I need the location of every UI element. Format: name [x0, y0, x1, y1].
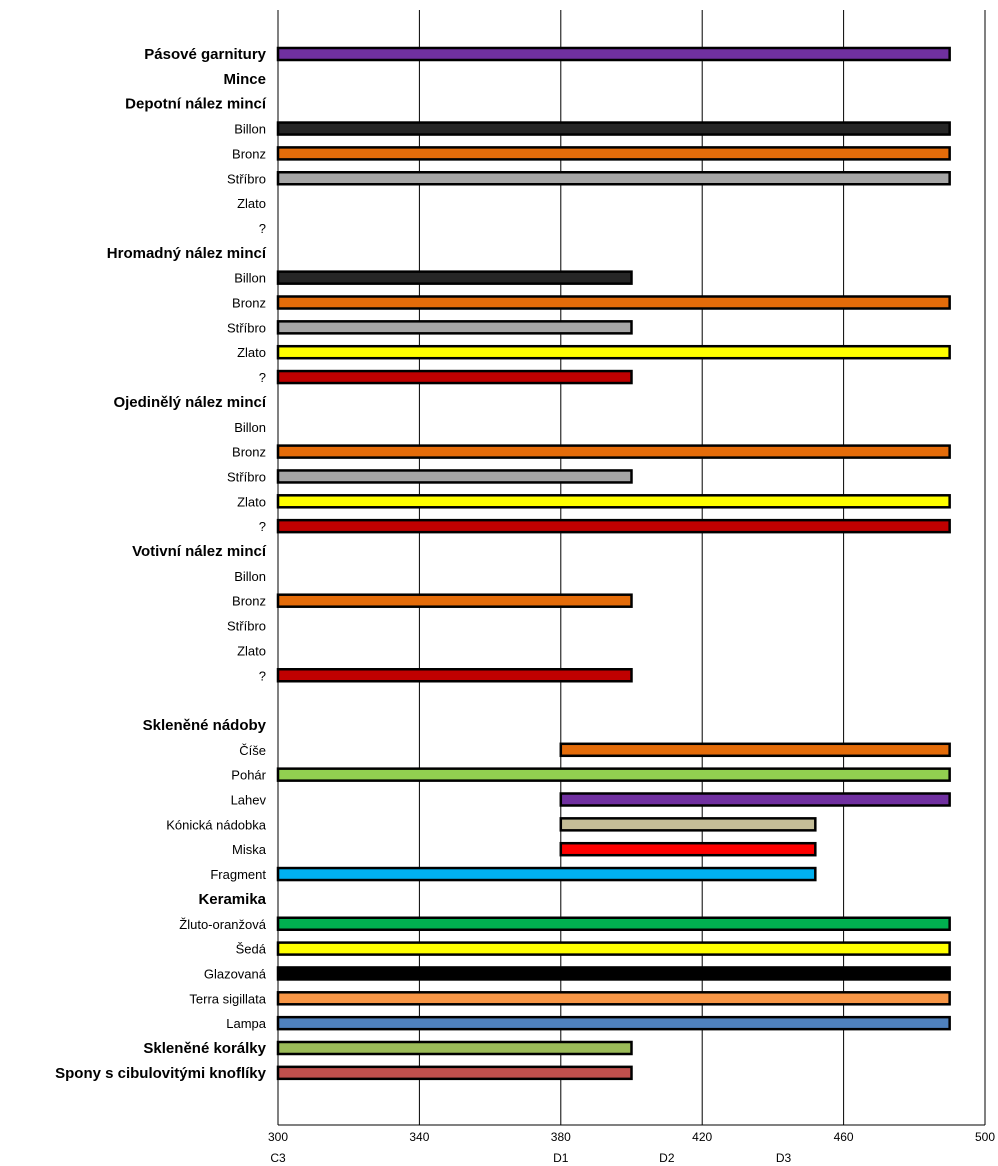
row-label: ? [259, 370, 266, 385]
row-label: Lampa [226, 1016, 267, 1031]
x-tick-label: 380 [551, 1130, 571, 1144]
row-header-label: Depotní nález mincí [125, 96, 267, 113]
phase-label: D2 [659, 1151, 675, 1165]
range-bar [559, 742, 951, 758]
phase-label: D1 [553, 1151, 569, 1165]
row-label: Žluto-oranžová [179, 917, 266, 932]
row-label: Bronz [232, 296, 266, 311]
grid-lines [277, 10, 986, 1125]
range-bar [276, 469, 633, 484]
row-label: Šedá [236, 942, 267, 957]
range-bar [276, 518, 951, 534]
row-label: Stříbro [227, 171, 266, 186]
range-bar [276, 767, 951, 782]
row-header-label: Hromadný nález mincí [107, 245, 267, 262]
row-header-label: Mince [223, 71, 266, 88]
row-header-label: Pásové garnitury [144, 46, 266, 63]
range-bar [276, 866, 817, 882]
row-label: Fragment [210, 867, 266, 882]
row-label: Terra sigillata [189, 991, 266, 1006]
range-bar [276, 941, 951, 956]
range-bar [559, 792, 951, 807]
row-label: Zlato [237, 345, 266, 360]
range-bar [276, 668, 633, 683]
range-bar [276, 494, 951, 509]
range-bar [276, 991, 951, 1006]
row-label: Stříbro [227, 619, 266, 634]
row-label: Zlato [237, 494, 266, 509]
range-bar [276, 444, 951, 459]
row-label: Zlato [237, 643, 266, 658]
range-bar [276, 344, 951, 360]
range-bar [559, 817, 817, 832]
range-bar [276, 916, 951, 931]
row-labels: Pásové garnitury Mince Depotní nález mincí… [55, 46, 267, 1082]
row-label: Kónická nádobka [166, 817, 267, 832]
range-bar [276, 146, 951, 161]
row-label: Pohár [231, 768, 266, 783]
range-bar [276, 121, 951, 136]
range-bar [276, 593, 633, 608]
row-label: ? [259, 221, 266, 236]
x-axis: 300 340 380 420 460 500 C3 D1 D2 D3 [268, 1124, 995, 1165]
row-label: Billon [234, 122, 266, 137]
phase-label: C3 [270, 1151, 286, 1165]
row-label: Bronz [232, 445, 266, 460]
row-label: Zlato [237, 196, 266, 211]
row-label: Bronz [232, 146, 266, 161]
range-bar [276, 320, 633, 335]
row-header-label: Ojedinělý nález mincí [113, 394, 266, 411]
row-header-label: Keramika [198, 891, 266, 908]
phase-label: D3 [776, 1151, 792, 1165]
range-bar [276, 295, 951, 310]
range-bar [559, 841, 817, 857]
x-tick-label: 500 [975, 1130, 995, 1144]
range-bar [276, 46, 951, 62]
range-bar [276, 171, 951, 186]
row-label: Stříbro [227, 469, 266, 484]
range-bar [276, 1040, 633, 1056]
row-label: Glazovaná [204, 966, 267, 981]
x-tick-label: 460 [834, 1130, 854, 1144]
range-bar [276, 1015, 951, 1031]
row-label: Bronz [232, 594, 266, 609]
bars [276, 46, 951, 1081]
row-label: Stříbro [227, 320, 266, 335]
row-header-label: Spony s cibulovitými knoflíky [55, 1065, 267, 1082]
range-bar [276, 270, 633, 285]
row-label: Billon [234, 420, 266, 435]
row-label: ? [259, 668, 266, 683]
range-bar [276, 966, 951, 981]
row-label: Billon [234, 271, 266, 286]
range-bar [276, 369, 633, 385]
row-label: ? [259, 519, 266, 534]
x-tick-label: 420 [692, 1130, 712, 1144]
x-tick-label: 340 [409, 1130, 429, 1144]
range-bar [276, 1065, 633, 1081]
row-header-label: Skleněné nádoby [143, 717, 267, 734]
row-label: Číše [239, 743, 266, 758]
row-header-label: Votivní nález mincí [132, 543, 267, 560]
x-tick-label: 300 [268, 1130, 288, 1144]
row-label: Miska [232, 842, 267, 857]
row-header-label: Skleněné korálky [143, 1040, 266, 1057]
row-label: Lahev [231, 793, 267, 808]
row-label: Billon [234, 569, 266, 584]
